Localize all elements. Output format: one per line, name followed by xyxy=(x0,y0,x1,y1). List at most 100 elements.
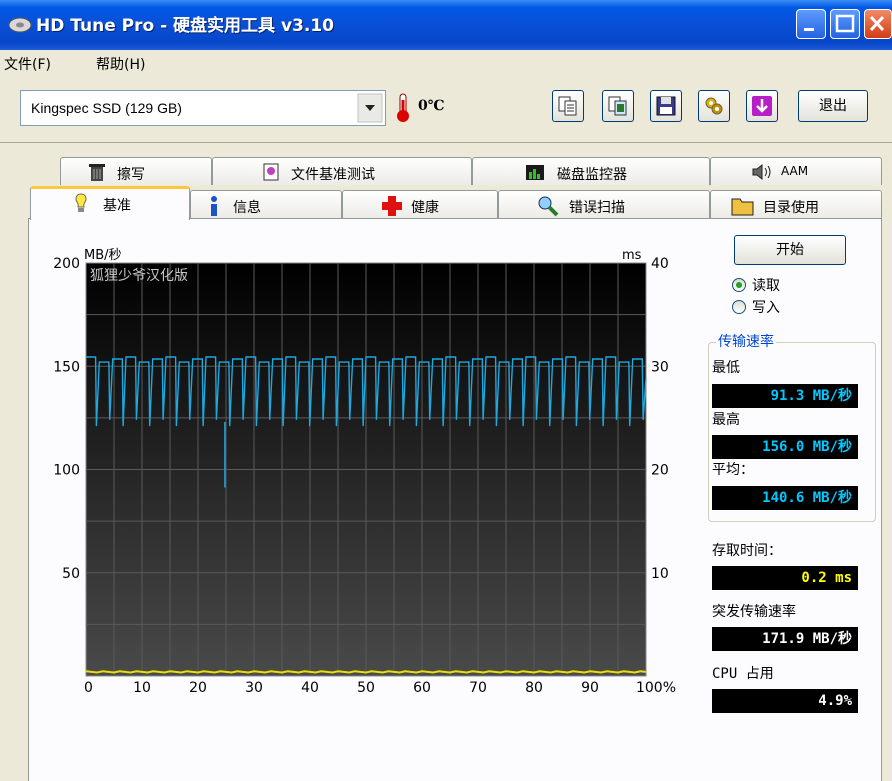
menu-file[interactable]: 文件(F) xyxy=(4,57,51,73)
tab-directory-usage[interactable]: 目录使用 xyxy=(710,190,882,218)
read-radio[interactable] xyxy=(732,278,746,292)
avg-label: 平均： xyxy=(712,462,754,478)
tab-label: 健康 xyxy=(411,200,439,216)
transfer-rate-title: 传输速率 xyxy=(716,331,776,351)
trash-icon xyxy=(89,164,105,181)
x-tick-label: 70 xyxy=(469,680,487,696)
min-label: 最低 xyxy=(712,360,740,376)
right-tick-label: 40 xyxy=(651,256,669,272)
x-tick-label: 60 xyxy=(413,680,431,696)
tab-info[interactable]: 信息 xyxy=(190,190,342,218)
drive-select[interactable]: Kingspec SSD (129 GB) xyxy=(20,90,386,126)
left-axis-unit: MB/秒 xyxy=(84,248,122,263)
folder-icon xyxy=(731,198,754,216)
download-button[interactable] xyxy=(746,90,778,122)
access-time-label: 存取时间： xyxy=(712,543,782,559)
wrench-options-icon xyxy=(705,97,723,115)
temperature-value: 0℃ xyxy=(418,98,445,114)
copy-screen-icon xyxy=(608,96,627,116)
chart-watermark: 狐狸少爷汉化版 xyxy=(90,268,188,284)
max-label: 最高 xyxy=(712,412,740,428)
right-tick-label: 20 xyxy=(651,463,669,479)
tab-erase[interactable]: 擦写 xyxy=(60,157,212,185)
tab-file-benchmark[interactable]: 文件基准测试 xyxy=(212,157,472,185)
read-radio-label: 读取 xyxy=(752,278,780,294)
window-title: HD Tune Pro - 硬盘实用工具 v3.10 xyxy=(36,16,334,36)
bulb-icon xyxy=(75,193,87,212)
file-benchmark-icon xyxy=(263,163,279,181)
options-button[interactable] xyxy=(698,90,730,122)
menu-bar: 文件(F) 帮助(H) xyxy=(0,50,892,76)
temperature-display: 0℃ xyxy=(392,92,445,128)
title-bar: HD Tune Pro - 硬盘实用工具 v3.10 xyxy=(0,0,892,50)
speaker-icon xyxy=(752,163,771,181)
minimize-icon xyxy=(804,28,814,31)
disk-monitor-icon xyxy=(526,165,544,180)
series-layer xyxy=(85,356,647,674)
tab-label: 基准 xyxy=(103,198,131,214)
download-arrow-icon xyxy=(752,96,772,116)
max-value: 156.0 MB/秒 xyxy=(712,435,858,459)
health-cross-icon xyxy=(382,196,402,216)
left-tick-label: 200 xyxy=(53,256,80,272)
save-button[interactable] xyxy=(650,90,682,122)
cpu-usage-label: CPU 占用 xyxy=(712,666,774,682)
x-tick-label: 40 xyxy=(301,680,319,696)
tab-aam[interactable]: AAM xyxy=(710,157,882,185)
x-tick-label: 90 xyxy=(581,680,599,696)
burst-rate-label: 突发传输速率 xyxy=(712,604,796,620)
transfer-rate-group xyxy=(708,342,876,522)
minimize-button[interactable] xyxy=(796,9,826,39)
maximize-button[interactable] xyxy=(830,9,860,39)
tab-label: 错误扫描 xyxy=(569,200,625,216)
exit-button[interactable]: 退出 xyxy=(798,90,868,122)
avg-value: 140.6 MB/秒 xyxy=(712,486,858,510)
tab-label: 文件基准测试 xyxy=(291,167,375,183)
x-tick-label: 0 xyxy=(84,680,93,696)
x-tick-label: 10 xyxy=(133,680,151,696)
chevron-down-icon[interactable] xyxy=(357,93,383,123)
copy-icon xyxy=(558,96,577,116)
right-axis-unit: ms xyxy=(622,248,642,263)
x-tick-label: 50 xyxy=(357,680,375,696)
gridlines xyxy=(86,263,646,676)
magnifier-icon xyxy=(538,196,559,217)
left-tick-label: 150 xyxy=(53,359,80,375)
close-icon xyxy=(869,15,885,32)
min-value: 91.3 MB/秒 xyxy=(712,384,858,408)
right-tick-label: 30 xyxy=(651,359,669,375)
tab-label: AAM xyxy=(781,164,809,178)
x-tick-label: 30 xyxy=(245,680,263,696)
tab-health[interactable]: 健康 xyxy=(342,190,498,218)
x-tick-label: 20 xyxy=(189,680,207,696)
read-rate-series xyxy=(86,356,647,427)
left-tick-label: 100 xyxy=(53,463,80,479)
write-radio[interactable] xyxy=(732,300,746,314)
burst-rate-value: 171.9 MB/秒 xyxy=(712,627,858,651)
tab-disk-monitor[interactable]: 磁盘监控器 xyxy=(472,157,710,185)
copy-screenshot-button[interactable] xyxy=(602,90,634,122)
access-time-series xyxy=(85,670,647,674)
tab-label: 信息 xyxy=(233,200,261,216)
cpu-usage-value: 4.9% xyxy=(712,689,858,713)
tab-benchmark[interactable]: 基准 xyxy=(30,186,190,220)
tab-label: 磁盘监控器 xyxy=(557,167,627,183)
tab-label: 擦写 xyxy=(117,167,145,183)
left-tick-label: 50 xyxy=(62,566,80,582)
tab-label: 目录使用 xyxy=(763,200,819,216)
copy-info-button[interactable] xyxy=(552,90,584,122)
menu-help[interactable]: 帮助(H) xyxy=(96,57,146,73)
info-icon xyxy=(211,196,217,216)
right-tick-label: 10 xyxy=(651,566,669,582)
access-time-value: 0.2 ms xyxy=(712,566,858,590)
floppy-save-icon xyxy=(656,96,676,116)
app-icon xyxy=(8,17,32,33)
x-tick-label: 80 xyxy=(525,680,543,696)
x-tick-label: 100% xyxy=(636,680,676,696)
toolbar: Kingspec SSD (129 GB) 0℃ xyxy=(0,76,892,143)
start-button[interactable]: 开始 xyxy=(734,235,846,265)
tab-error-scan[interactable]: 错误扫描 xyxy=(498,190,710,218)
write-radio-label: 写入 xyxy=(752,300,780,316)
